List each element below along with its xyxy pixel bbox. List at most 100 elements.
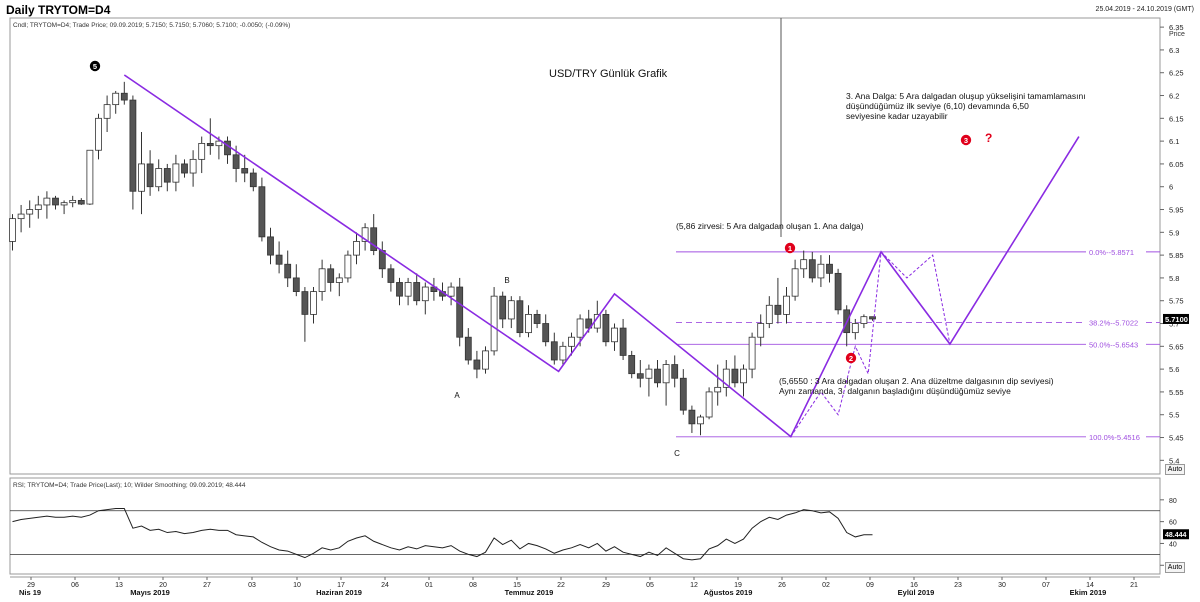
price-tick-label: 5.9 [1169,228,1179,237]
candle-body [77,199,85,205]
price-tick-label: 5.95 [1169,206,1184,215]
candle-body [292,277,300,293]
time-day-label: 19 [734,582,742,589]
price-tick-label: 5.85 [1169,251,1184,260]
note-wave3-line: 3. Ana Dalga: 5 Ara dalgadan oluşup yüks… [846,91,1086,101]
time-day-label: 30 [998,582,1006,589]
price-tick-label: 6 [1169,183,1173,192]
time-month-label: Mayıs 2019 [130,588,170,597]
candle-body [490,295,498,352]
time-day-label: 14 [1086,582,1094,589]
last-price-box [1163,313,1189,324]
candle-body [370,227,378,251]
time-day-label: 08 [469,582,477,589]
price-tick-label: 5.8 [1169,274,1179,283]
candle-body [550,341,558,361]
price-tick-label: 6.25 [1169,69,1184,78]
candle-body [869,316,876,320]
time-day-label: 16 [910,582,918,589]
price-tick-label: 6.35 [1169,23,1184,32]
candle-body [568,336,575,347]
wave-point-label: A [454,391,460,400]
candle-body [636,373,644,379]
note-wave2-line: Aynı zamanda, 3. dalganın başladığını dü… [779,386,1011,396]
note-wave2-line: (5,6550 : 3 Ara dalgadan oluşan 2. Ana d… [779,376,1054,386]
candle-body [275,254,283,265]
candle-body [249,172,257,188]
price-auto-button[interactable]: Auto [1165,464,1185,475]
candle-body [722,368,730,388]
question-mark: ? [985,131,992,145]
time-day-label: 29 [27,582,35,589]
candle-body [129,99,137,192]
price-tick-label: 6.2 [1169,92,1179,101]
wave-marker-label: 3 [964,136,968,145]
candle-body [95,117,102,151]
time-day-label: 03 [248,582,256,589]
candle-body [757,323,765,338]
price-tick-label: 6.3 [1169,46,1179,55]
candle-body [241,168,249,174]
fib-label-bg [1086,317,1146,328]
candle-body [731,368,739,384]
time-month-label: Ağustos 2019 [704,588,753,597]
candles [9,81,876,436]
price-tick-label: 5.6 [1169,365,1179,374]
candle-body [645,368,653,379]
wave-point-label: B [504,276,509,285]
candle-body [361,227,369,242]
candle-body [146,163,154,188]
candle-body [473,359,481,370]
candle-body [387,268,395,283]
candle-body [748,336,756,370]
candle-body [17,213,25,220]
candle-body [783,295,790,315]
chart-title-header: Daily TRYTOM=D4 [6,3,111,17]
rsi-auto-button[interactable]: Auto [1165,562,1185,573]
candle-body [181,163,188,174]
wave-marker-circle [89,60,101,72]
candle-body [284,263,292,279]
price-tick-label: 6.1 [1169,137,1179,146]
candle-body [585,318,593,329]
rsi-last-box [1163,529,1189,540]
candle-body [654,368,661,384]
time-day-label: 13 [115,582,123,589]
candle-body [705,391,713,418]
price-tick-label: 5.65 [1169,342,1184,351]
time-day-label: 07 [1042,582,1050,589]
fib-label-bg [1086,339,1146,350]
candle-body [697,416,704,425]
wave-marker-circle [784,242,796,254]
candle-body [576,318,584,338]
rsi-tick-label: 40 [1169,541,1177,548]
candle-body [335,277,343,283]
time-day-label: 17 [337,582,345,589]
candle-body [464,336,472,361]
time-day-label: 20 [159,582,167,589]
wave-marker-label: 2 [849,354,853,363]
candle-body [344,254,352,279]
time-month-label: Haziran 2019 [316,588,362,597]
candle-body [516,300,524,334]
candle-body [671,364,679,379]
time-day-label: 02 [822,582,830,589]
candle-body [851,323,859,334]
fib-level-label: 38.2%--5.7022 [1089,319,1138,328]
time-day-label: 01 [425,582,433,589]
time-day-label: 27 [203,582,211,589]
candle-body [525,313,532,334]
sub-wave-path [790,251,882,437]
candle-body [413,282,421,302]
candle-body [817,263,825,279]
price-tick-label: 6.05 [1169,160,1184,169]
candle-body [9,218,16,242]
chart-title: USD/TRY Günlük Grafik [549,68,668,80]
fib-label-bg [1086,246,1146,257]
time-day-label: 10 [293,582,301,589]
candle-body [52,197,59,206]
candle-body [447,286,455,297]
candle-body [791,268,799,297]
note-wave3-line: düşündüğümüz ilk seviye (6,10) devamında… [846,101,1029,111]
